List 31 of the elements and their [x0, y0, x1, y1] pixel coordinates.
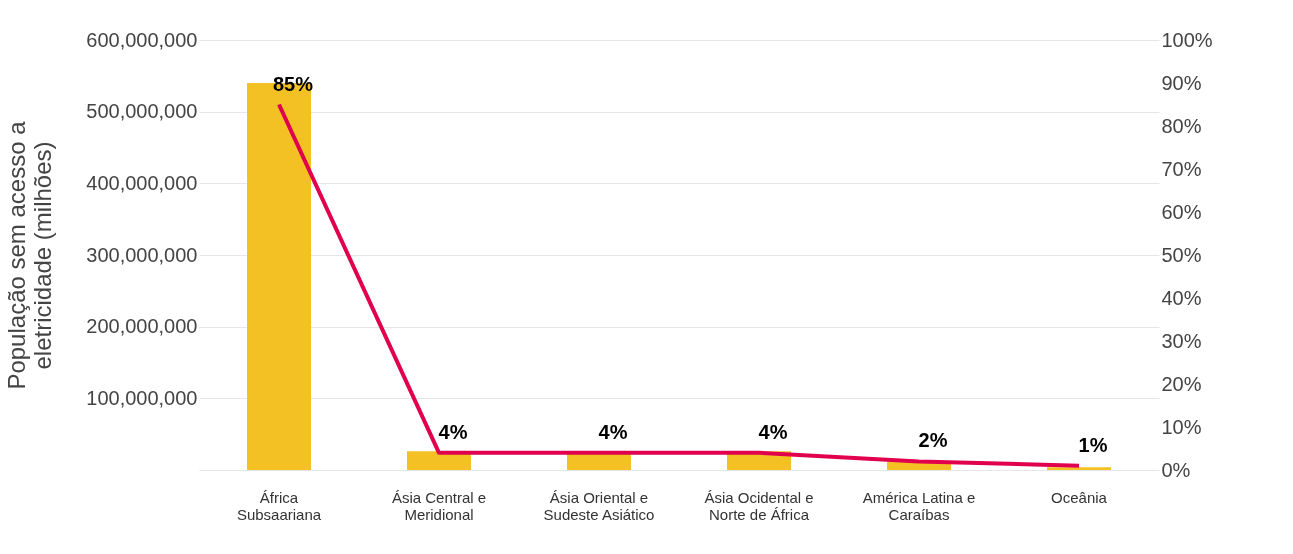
y2-tick-label: 30%: [1161, 329, 1202, 352]
x-tick-label: Ásia Ocidental e Norte de África: [704, 488, 814, 523]
data-label: 2%: [918, 429, 948, 452]
y2-tick-label: 60%: [1161, 200, 1202, 223]
y-tick-label: 400,000,000: [86, 171, 198, 194]
y2-tick-label: 10%: [1161, 415, 1202, 438]
x-tick-label: América Latina e Caraíbas: [862, 488, 976, 523]
x-tick-label: Oceânia: [1051, 488, 1108, 506]
y-tick-label: 500,000,000: [86, 100, 198, 123]
data-label: 4%: [598, 420, 628, 443]
y2-tick-label: 40%: [1161, 286, 1202, 309]
data-label: 4%: [438, 420, 468, 443]
y-tick-label: 100,000,000: [86, 386, 198, 409]
y-axis-title: População sem acesso a eletricidade (milhões): [3, 120, 57, 390]
x-tick-label: Ásia Central e Meridional: [391, 488, 487, 523]
bar: [1047, 467, 1111, 470]
y2-tick-label: 20%: [1161, 372, 1202, 395]
data-label: 1%: [1078, 433, 1108, 456]
y-tick-label: 200,000,000: [86, 315, 198, 338]
x-tick-label: África Subsaariana: [236, 488, 322, 523]
data-label: 4%: [758, 420, 788, 443]
y2-tick-label: 0%: [1161, 458, 1191, 481]
y2-tick-label: 70%: [1161, 157, 1202, 180]
y2-tick-label: 80%: [1161, 114, 1202, 137]
y2-tick-label: 50%: [1161, 243, 1202, 266]
x-tick-label: Ásia Oriental e Sudeste Asiático: [543, 488, 655, 523]
y-tick-label: 300,000,000: [86, 243, 198, 266]
line-series: [277, 102, 1081, 468]
y2-tick-label: 100%: [1161, 28, 1213, 51]
y-tick-label: 600,000,000: [86, 28, 198, 51]
y2-tick-label: 90%: [1161, 71, 1202, 94]
